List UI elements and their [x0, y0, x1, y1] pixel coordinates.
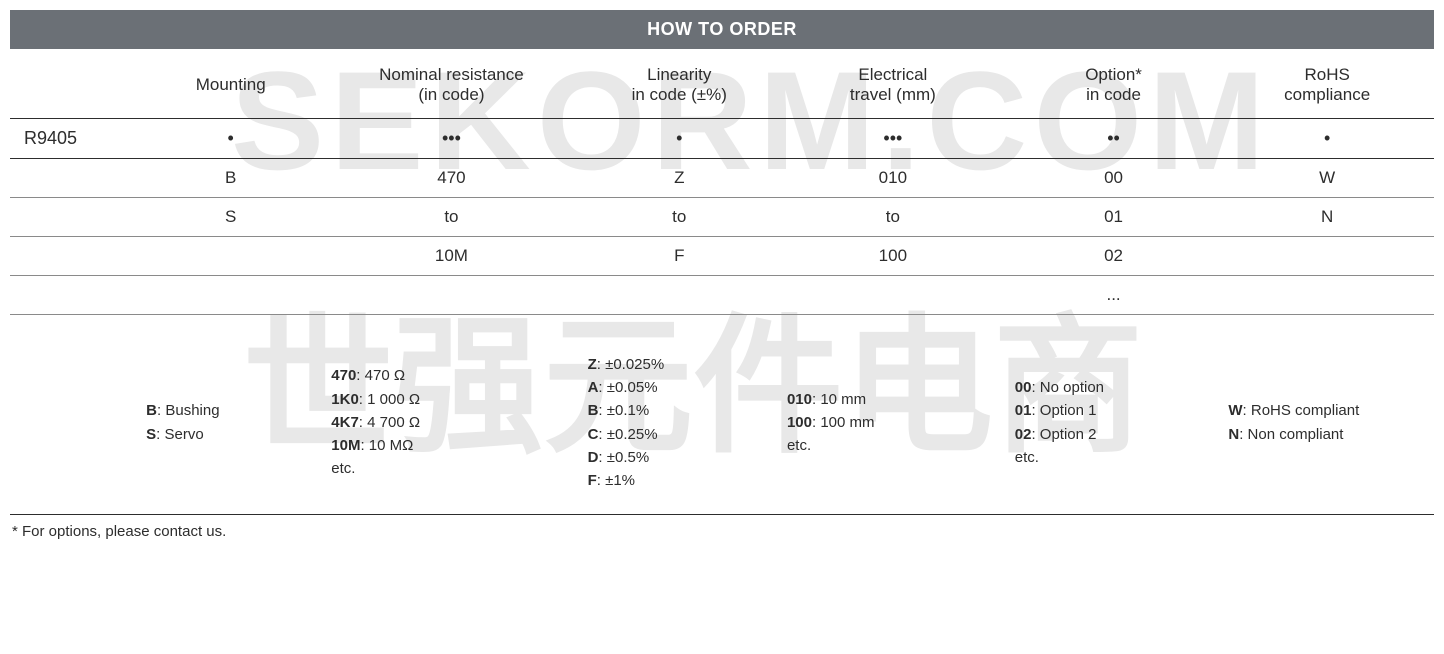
value-row: B 470 Z 010 00 W [10, 158, 1434, 197]
dot-linearity: • [580, 118, 779, 158]
value-row: S to to to 01 N [10, 197, 1434, 236]
legend-travel: 010: 10 mm 100: 100 mm etc. [787, 388, 875, 458]
header-bar: HOW TO ORDER [10, 10, 1434, 49]
col-rohs-header: RoHS compliance [1220, 49, 1434, 118]
dot-resistance: ••• [323, 118, 579, 158]
legend-resistance: 470: 470 Ω 1K0: 1 000 Ω 4K7: 4 700 Ω 10M… [331, 364, 420, 480]
legend-linearity: Z: ±0.025% A: ±0.05% B: ±0.1% C: ±0.25% … [588, 353, 665, 493]
dot-option: •• [1007, 118, 1221, 158]
col-resistance-header: Nominal resistance (in code) [323, 49, 579, 118]
footnote: * For options, please contact us. [10, 515, 1434, 540]
col-option-header: Option* in code [1007, 49, 1221, 118]
col-travel-header: Electrical travel (mm) [779, 49, 1007, 118]
legend-rohs: W: RoHS compliant N: Non compliant [1228, 399, 1359, 446]
legend-mounting: B: Bushing S: Servo [146, 399, 219, 446]
legend-row: B: Bushing S: Servo 470: 470 Ω 1K0: 1 00… [10, 319, 1434, 515]
order-code-table: Mounting Nominal resistance (in code) Li… [10, 49, 1434, 315]
legend-option: 00: No option 01: Option 1 02: Option 2 … [1015, 376, 1104, 469]
value-row: 10M F 100 02 [10, 236, 1434, 275]
dot-rohs: • [1220, 118, 1434, 158]
col-linearity-header: Linearity in code (±%) [580, 49, 779, 118]
value-row: ... [10, 275, 1434, 314]
model-code: R9405 [10, 118, 138, 158]
dot-row: R9405 • ••• • ••• •• • [10, 118, 1434, 158]
dot-mounting: • [138, 118, 323, 158]
legend-table: B: Bushing S: Servo 470: 470 Ω 1K0: 1 00… [10, 319, 1434, 516]
column-header-row: Mounting Nominal resistance (in code) Li… [10, 49, 1434, 118]
col-model-header [10, 49, 138, 118]
dot-travel: ••• [779, 118, 1007, 158]
col-mounting-header: Mounting [138, 49, 323, 118]
